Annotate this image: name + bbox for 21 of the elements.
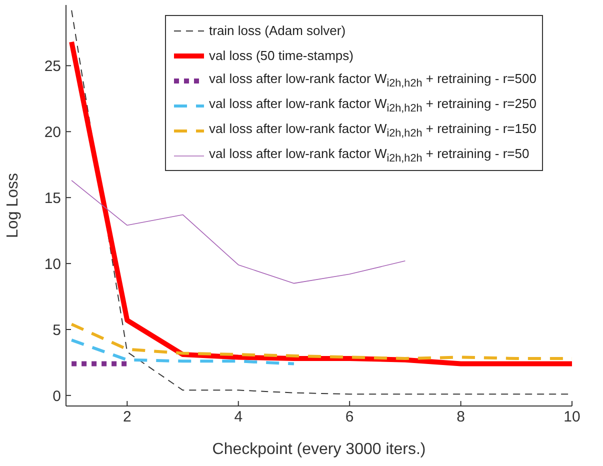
legend-label: val loss after low-rank factor W$_{i2h,h2h}$ + retraining - r=150 xyxy=(209,121,536,140)
legend-label: train loss (Adam solver) xyxy=(209,23,346,38)
line-series xyxy=(71,180,406,284)
line-series xyxy=(70,338,296,366)
y-tick-label: 20 xyxy=(44,124,61,141)
y-axis-title: Log Loss xyxy=(4,173,22,238)
x-tick-label: 4 xyxy=(234,408,243,426)
legend-label: val loss (50 time-stamps) xyxy=(209,48,354,63)
x-tick-label: 2 xyxy=(122,408,132,426)
legend-label: val loss after low-rank factor W$_{i2h,h2h}$ + retraining - r=50 xyxy=(209,146,530,165)
y-tick-label: 5 xyxy=(52,322,61,339)
x-tick-label: 8 xyxy=(456,408,465,426)
y-tick-label: 15 xyxy=(44,190,61,207)
y-tick-label: 0 xyxy=(52,388,61,405)
x-tick-label: 10 xyxy=(564,408,580,426)
y-tick-label: 25 xyxy=(44,58,61,76)
legend-label: val loss after low-rank factor W$_{i2h,h2h}$ + retraining - r=250 xyxy=(209,96,536,115)
x-axis-title: Checkpoint (every 3000 iters.) xyxy=(212,441,426,458)
x-tick-label: 6 xyxy=(345,408,354,426)
legend-label: val loss after low-rank factor W$_{i2h,h2h}$ + retraining - r=500 xyxy=(209,71,536,90)
y-tick-label: 10 xyxy=(44,256,61,273)
